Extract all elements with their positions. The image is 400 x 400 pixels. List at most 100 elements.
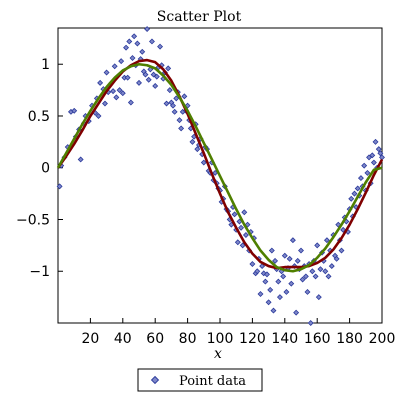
data-point — [333, 255, 340, 262]
data-point — [116, 87, 123, 94]
data-point — [244, 221, 251, 228]
data-point — [234, 239, 241, 246]
data-point — [262, 278, 269, 285]
data-point — [307, 320, 314, 326]
data-point — [163, 100, 170, 107]
data-point — [304, 288, 311, 295]
data-point — [142, 71, 149, 78]
data-point — [375, 146, 382, 153]
x-tick-label: 20 — [81, 331, 99, 347]
data-point — [241, 209, 248, 216]
data-point — [289, 237, 296, 244]
legend-label-point-data: Point data — [179, 374, 246, 389]
data-point — [317, 266, 324, 273]
y-tick-label: 0.5 — [28, 109, 50, 125]
series-layer — [56, 26, 385, 326]
data-point — [302, 273, 309, 280]
data-point — [370, 159, 377, 166]
data-point — [276, 294, 283, 301]
data-point — [153, 73, 160, 80]
data-point — [364, 169, 371, 176]
x-tick-label: 80 — [179, 331, 197, 347]
data-point — [194, 146, 201, 153]
data-point — [113, 94, 120, 101]
legend-box — [137, 368, 263, 392]
data-point — [118, 58, 125, 65]
data-point — [147, 66, 154, 73]
data-point — [288, 280, 295, 287]
data-point — [129, 55, 136, 61]
data-point — [281, 252, 288, 259]
data-point — [348, 195, 355, 202]
data-point — [239, 242, 246, 249]
data-point — [127, 99, 134, 106]
data-point — [136, 79, 142, 86]
data-point — [166, 87, 173, 94]
data-point — [123, 44, 130, 51]
data-point — [328, 263, 335, 270]
data-point — [231, 211, 238, 218]
legend: Point data — [137, 368, 263, 392]
x-tick-label: 180 — [336, 331, 363, 347]
data-point — [312, 273, 319, 280]
data-point — [323, 237, 330, 244]
data-point — [144, 26, 151, 33]
data-point — [145, 76, 152, 83]
data-point — [298, 247, 304, 254]
data-point — [351, 190, 358, 197]
x-tick-label: 100 — [207, 331, 234, 347]
data-point — [134, 40, 141, 47]
data-point — [97, 79, 104, 86]
data-point — [124, 74, 131, 81]
data-point — [322, 268, 329, 275]
data-point — [315, 294, 322, 301]
data-point — [157, 43, 164, 50]
x-tick-label: 60 — [146, 331, 164, 347]
data-point — [377, 150, 384, 157]
data-point — [242, 232, 249, 238]
data-point — [309, 268, 316, 275]
data-point — [150, 71, 157, 78]
legend-marker-point-data — [150, 375, 160, 385]
data-point — [260, 270, 267, 277]
chart-title: Scatter Plot — [157, 9, 242, 25]
x-axis-label: x — [214, 346, 222, 362]
data-point — [111, 63, 118, 70]
x-tick-label: 140 — [271, 331, 298, 347]
data-point — [71, 107, 78, 114]
data-point — [265, 299, 272, 306]
data-point — [338, 247, 345, 254]
data-point — [314, 242, 321, 249]
series-line-fit-a — [56, 58, 384, 270]
data-point — [110, 88, 117, 95]
y-tick-label: −1 — [29, 264, 50, 280]
data-point — [286, 255, 293, 262]
data-point — [268, 247, 275, 254]
data-point — [283, 288, 290, 295]
data-point — [176, 117, 183, 124]
data-point — [171, 108, 178, 115]
data-point — [152, 82, 159, 89]
data-point — [280, 273, 287, 280]
data-point — [165, 65, 172, 72]
data-point — [178, 125, 185, 132]
data-point — [357, 175, 364, 182]
data-point — [293, 309, 300, 316]
data-point — [139, 48, 146, 55]
data-point — [257, 291, 264, 297]
data-point — [95, 113, 102, 119]
data-point — [249, 261, 256, 267]
y-tick-label: −0.5 — [16, 212, 50, 228]
data-point — [270, 307, 277, 314]
data-point — [299, 276, 306, 283]
data-point — [56, 183, 63, 190]
x-tick-label: 200 — [369, 331, 396, 347]
data-point — [131, 33, 138, 40]
data-point — [267, 286, 274, 293]
data-point — [335, 221, 342, 228]
data-point — [264, 271, 270, 278]
x-tick-label: 160 — [304, 331, 331, 347]
data-point — [200, 159, 207, 166]
data-point — [102, 100, 108, 107]
